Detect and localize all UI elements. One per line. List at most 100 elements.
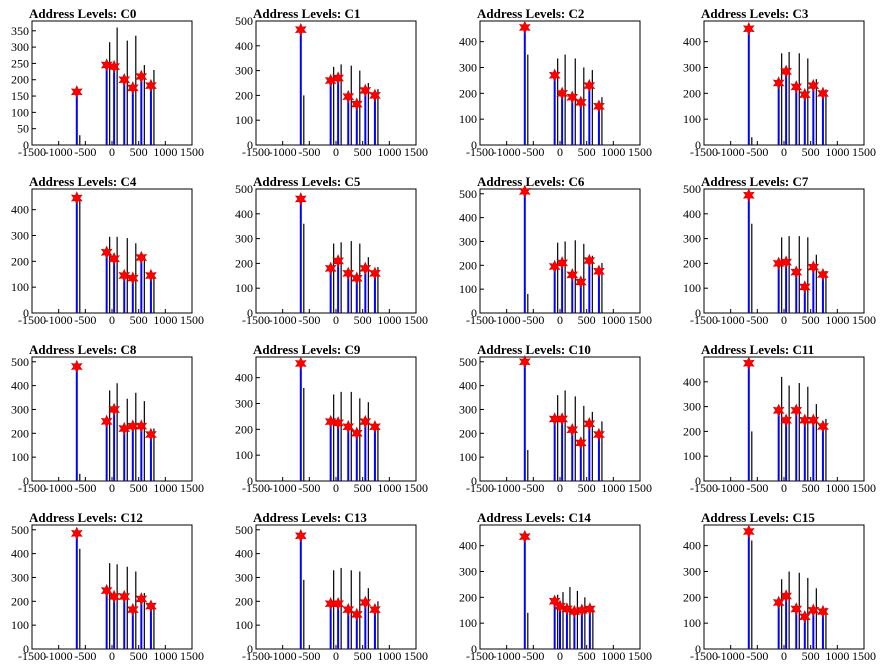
level-marker [324, 596, 337, 611]
chart-panel: Address Levels: C13 -1500-1000 -500 0 500 100… [235, 510, 428, 663]
x-tick-label: 1500 [852, 481, 876, 495]
level-marker [369, 420, 381, 434]
x-tick-label: 0 [781, 649, 787, 663]
x-tick-label: 1000 [377, 481, 401, 495]
x-tick-label: 1500 [628, 145, 652, 159]
level-marker [100, 414, 113, 429]
y-tick-label: 300 [683, 232, 701, 246]
x-tick-label: -1000 [45, 481, 73, 495]
y-tick-label: 500 [11, 523, 29, 537]
y-tick-label: 100 [459, 282, 477, 296]
x-tick-label: -1500 [18, 313, 46, 327]
y-tick-label: 200 [683, 256, 701, 270]
x-tick-label: 1000 [153, 649, 177, 663]
level-marker [350, 426, 363, 440]
x-tick-label: 1000 [601, 145, 625, 159]
y-tick-label: 300 [11, 40, 29, 54]
level-marker [790, 265, 803, 279]
y-tick-label: 0 [471, 138, 477, 152]
y-tick-label: 100 [459, 616, 477, 630]
level-marker [798, 413, 811, 427]
y-tick-label: 500 [459, 355, 477, 369]
x-tick-label: 1500 [628, 649, 652, 663]
chart-panel: Address Levels: C11 -1500-1000 -500 0 500 100… [683, 342, 876, 495]
level-marker [742, 22, 755, 36]
plot-frame [479, 188, 641, 314]
chart-title: Address Levels: C3 [701, 6, 809, 21]
x-tick-label: 0 [557, 313, 563, 327]
y-tick-label: 200 [11, 594, 29, 608]
y-tick-label: 100 [235, 281, 253, 295]
y-tick-label: 0 [23, 138, 29, 152]
x-tick-label: 500 [354, 649, 372, 663]
level-marker [359, 261, 372, 276]
level-marker [574, 275, 587, 289]
x-tick-label: -1500 [466, 313, 494, 327]
x-tick-label: -500 [522, 649, 544, 663]
plot-frame [703, 524, 865, 650]
y-tick-label: 200 [235, 594, 253, 608]
level-marker [807, 413, 820, 427]
x-tick-label: 1000 [825, 145, 849, 159]
x-tick-label: 500 [578, 481, 596, 495]
x-tick-label: -500 [522, 481, 544, 495]
y-tick-label: 400 [235, 371, 253, 385]
plot-frame [255, 524, 417, 650]
y-tick-label: 200 [683, 424, 701, 438]
chart-panel: Address Levels: C8-1500-1000 -500 0 500 1000… [11, 342, 204, 495]
level-marker [324, 261, 337, 276]
y-tick-label: 400 [459, 379, 477, 393]
plot-frame [31, 188, 193, 314]
x-tick-label: -500 [298, 481, 320, 495]
chart-panel: Address Levels: C2-1500-1000 -500 0 500 1000… [459, 6, 652, 159]
chart-title: Address Levels: C2 [477, 6, 584, 21]
y-tick-label: 300 [11, 570, 29, 584]
x-tick-label: -1500 [690, 313, 718, 327]
level-marker [817, 267, 829, 282]
level-marker [566, 90, 579, 104]
x-tick-label: 1500 [852, 145, 876, 159]
y-tick-label: 500 [459, 187, 477, 201]
x-tick-label: 1500 [628, 313, 652, 327]
y-tick-label: 200 [235, 422, 253, 436]
level-marker [359, 595, 372, 610]
x-tick-label: 1000 [153, 145, 177, 159]
level-marker [772, 76, 785, 90]
level-marker [574, 95, 587, 110]
level-marker [742, 188, 755, 202]
level-marker [70, 526, 83, 541]
y-tick-label: 0 [471, 306, 477, 320]
y-tick-label: 300 [459, 61, 477, 75]
plot-frame [703, 20, 865, 146]
x-tick-label: -1000 [717, 145, 745, 159]
y-tick-label: 400 [235, 207, 253, 221]
y-tick-label: 0 [471, 642, 477, 656]
level-marker [100, 245, 113, 260]
chart-panel: Address Levels: C15 -1500-1000 -500 0 500 100… [683, 510, 876, 663]
x-tick-label: -500 [746, 313, 768, 327]
level-marker [772, 595, 785, 610]
x-tick-label: -500 [522, 145, 544, 159]
level-marker [556, 86, 568, 101]
level-marker [108, 402, 120, 417]
x-tick-label: -1500 [466, 649, 494, 663]
y-tick-label: 100 [11, 280, 29, 294]
x-tick-label: 500 [802, 649, 820, 663]
plot-frame [479, 20, 641, 146]
y-tick-label: 200 [459, 86, 477, 100]
chart-title: Address Levels: C1 [253, 6, 360, 21]
x-tick-label: 1000 [825, 649, 849, 663]
y-tick-label: 0 [247, 642, 253, 656]
y-tick-label: 200 [459, 258, 477, 272]
y-tick-label: 0 [23, 474, 29, 488]
level-marker [294, 192, 307, 206]
level-marker [70, 85, 83, 99]
x-tick-label: 1000 [825, 313, 849, 327]
x-tick-label: 500 [354, 481, 372, 495]
x-tick-label: -500 [298, 145, 320, 159]
chart-panel: Address Levels: C7-1500-1000 -500 0 500 1000… [683, 174, 876, 327]
level-marker [332, 254, 344, 268]
x-tick-label: 500 [802, 481, 820, 495]
chart-title: Address Levels: C14 [477, 510, 591, 525]
level-marker [108, 59, 120, 74]
